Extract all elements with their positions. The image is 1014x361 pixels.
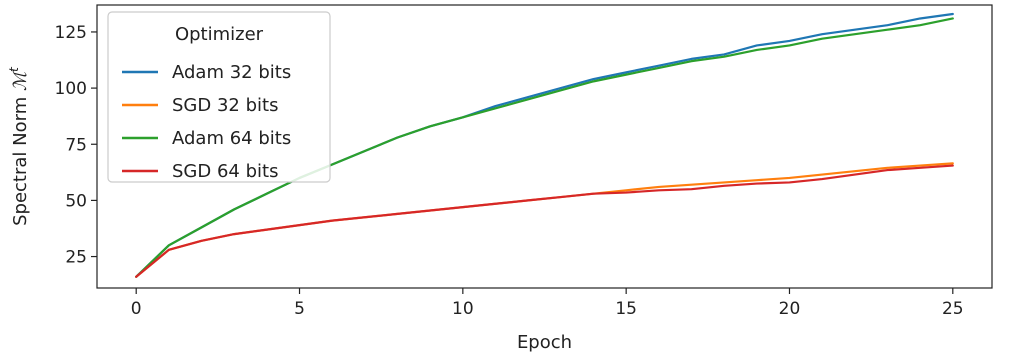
y-tick-label: 50 (65, 191, 87, 211)
legend: Optimizer Adam 32 bits SGD 32 bits Adam 64 … (107, 11, 331, 183)
legend-entry-label: Adam 32 bits (172, 62, 291, 83)
x-tick-label: 20 (779, 299, 801, 319)
axes-frame (96, 4, 993, 289)
y-axis-title-text: Spectral Norm (10, 91, 31, 226)
series-lines (135, 12, 954, 278)
series-line-sgd-64-bits (135, 164, 954, 278)
legend-title: Optimizer (175, 24, 264, 45)
series-line-adam-64-bits (135, 17, 954, 278)
y-tick-label: 75 (65, 135, 87, 155)
y-tick-label: 100 (55, 79, 87, 99)
y-tick-label: 25 (65, 248, 87, 268)
legend-entry-label: SGD 32 bits (172, 95, 278, 116)
legend-box (107, 11, 331, 183)
x-tick-label: 25 (942, 299, 964, 319)
legend-entry-label: Adam 64 bits (172, 128, 291, 149)
x-tick-label: 10 (452, 299, 474, 319)
x-tick-label: 15 (615, 299, 637, 319)
legend-entry-label: SGD 64 bits (172, 161, 278, 182)
axes: 0 5 10 15 20 25 25 50 75 100 125 Epoch Spectral Norm… (7, 4, 993, 353)
y-axis-title-superscript: t (7, 66, 21, 72)
x-tick-label: 5 (294, 299, 305, 319)
y-axis-title-symbol: ℳ (10, 69, 31, 91)
y-axis-title: Spectral Norm ℳt (7, 66, 31, 226)
x-axis-title: Epoch (517, 332, 572, 353)
x-tick-label: 0 (131, 299, 142, 319)
y-tick-label: 125 (55, 23, 87, 43)
